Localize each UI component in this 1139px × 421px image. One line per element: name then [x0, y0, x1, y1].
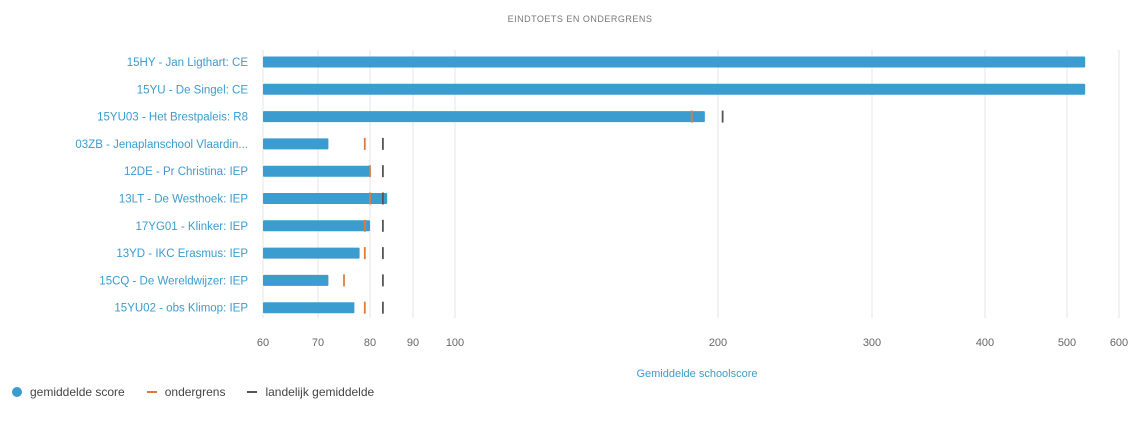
legend-label: ondergrens — [164, 385, 226, 399]
legend: gemiddelde score ondergrens landelijk ge… — [12, 385, 396, 399]
x-tick-label: 90 — [407, 337, 419, 349]
legend-dot-icon — [12, 387, 22, 397]
bar-gemiddelde-score[interactable] — [263, 274, 329, 286]
legend-item-gemiddelde-score[interactable]: gemiddelde score — [12, 385, 125, 399]
x-tick-label: 70 — [312, 337, 324, 349]
legend-label: landelijk gemiddelde — [265, 385, 375, 399]
chart-title: EINDTOETS EN ONDERGRENS — [508, 14, 653, 24]
category-label[interactable]: 15HY - Jan Ligthart: CE — [127, 57, 249, 69]
bar-gemiddelde-score[interactable] — [263, 138, 329, 150]
category-labels: 15HY - Jan Ligthart: CE 15YU - De Singel:… — [75, 57, 248, 315]
x-tick-label: 400 — [976, 337, 994, 349]
x-tick-label: 500 — [1058, 337, 1076, 349]
x-tick-label: 60 — [257, 337, 269, 349]
bar-gemiddelde-score[interactable] — [263, 247, 360, 259]
x-tick-label: 200 — [709, 337, 727, 349]
legend-item-landelijk-gemiddelde[interactable]: landelijk gemiddelde — [247, 385, 374, 399]
bars-layer — [263, 56, 1086, 314]
category-label[interactable]: 12DE - Pr Christina: IEP — [124, 166, 248, 178]
legend-dash-icon — [146, 391, 157, 393]
category-label[interactable]: 15CQ - De Wereldwijzer: IEP — [99, 275, 248, 287]
bar-gemiddelde-score[interactable] — [263, 83, 1086, 95]
category-label[interactable]: 13YD - IKC Erasmus: IEP — [116, 248, 248, 260]
x-tick-label: 100 — [446, 337, 464, 349]
bar-gemiddelde-score[interactable] — [263, 302, 355, 314]
bar-gemiddelde-score[interactable] — [263, 56, 1086, 68]
bar-gemiddelde-score[interactable] — [263, 193, 388, 204]
bar-gemiddelde-score[interactable] — [263, 111, 705, 123]
legend-dash-icon — [247, 391, 258, 393]
category-label[interactable]: 03ZB - Jenaplanschool Vlaardin... — [75, 139, 248, 151]
x-tick-labels: 60 70 80 90 100 200 300 400 500 600 — [257, 337, 1128, 349]
x-tick-label: 300 — [863, 337, 881, 349]
category-label[interactable]: 13LT - De Westhoek: IEP — [119, 194, 248, 206]
category-label[interactable]: 17YG01 - Klinker: IEP — [136, 221, 249, 233]
x-axis-title: Gemiddelde schoolscore — [636, 368, 757, 380]
legend-label: gemiddelde score — [30, 385, 125, 399]
x-tick-label: 600 — [1110, 337, 1128, 349]
x-tick-label: 80 — [364, 337, 376, 349]
category-label[interactable]: 15YU - De Singel: CE — [137, 84, 249, 96]
category-label[interactable]: 15YU03 - Het Brestpaleis: R8 — [97, 112, 248, 124]
bar-gemiddelde-score[interactable] — [263, 220, 370, 232]
category-label[interactable]: 15YU02 - obs Klimop: IEP — [114, 303, 248, 315]
bar-gemiddelde-score[interactable] — [263, 165, 370, 177]
legend-item-ondergrens[interactable]: ondergrens — [146, 385, 226, 399]
markers-layer — [343, 110, 724, 314]
